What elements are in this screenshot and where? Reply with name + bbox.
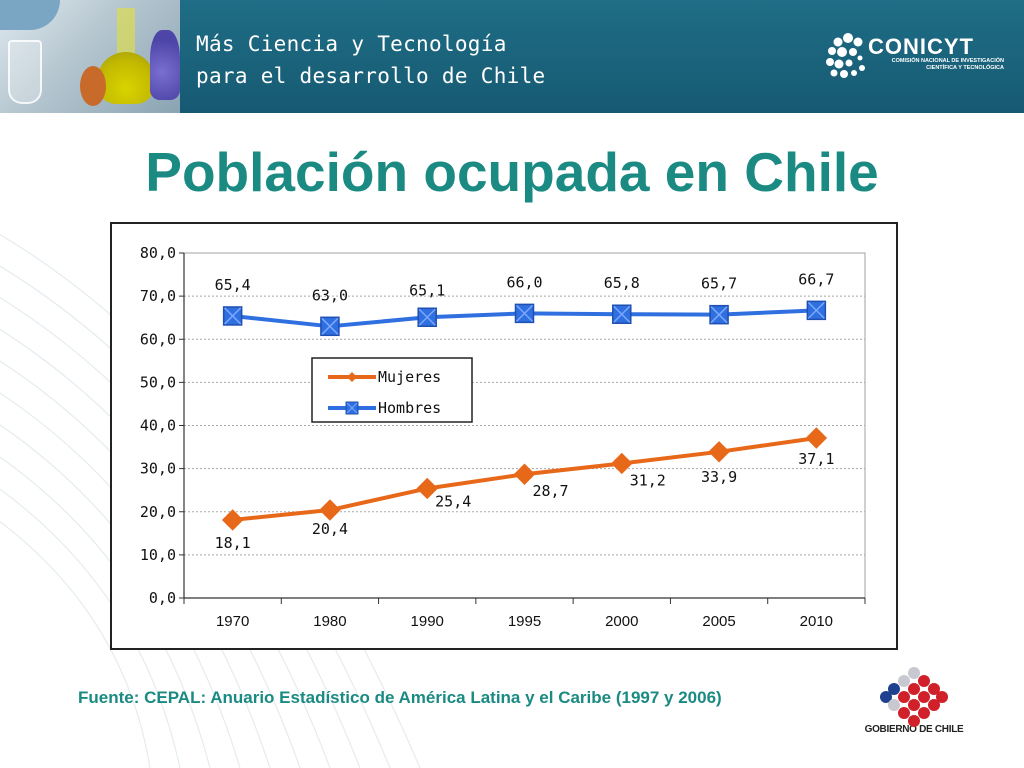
legend-marker — [347, 372, 357, 382]
data-label-mujeres: 20,4 — [312, 520, 348, 538]
point-mujeres — [221, 509, 244, 531]
gobierno-de-chile-logo — [880, 667, 948, 727]
y-tick-label: 50,0 — [140, 373, 176, 391]
conicyt-subtitle-line-2: CIENTÍFICA Y TECNOLÓGICA — [926, 65, 1004, 71]
conicyt-name: CONICYT — [868, 34, 974, 59]
point-mujeres — [805, 427, 828, 449]
conicyt-subtitle-line-1: COMISIÓN NACIONAL DE INVESTIGACIÓN — [891, 58, 1004, 64]
chart-container: 0,0 10,0 20,0 30,0 40,0 50,0 60,0 70,0 80,0 1970 1… — [110, 222, 898, 650]
data-label-hombres: 65,4 — [215, 276, 251, 294]
point-x-mark — [710, 306, 728, 324]
gobierno-de-chile-label: GOBIERNO DE CHILE — [864, 724, 964, 735]
conicyt-dots-icon — [826, 33, 865, 78]
y-tick-label: 0,0 — [149, 589, 176, 607]
legend-label-hombres: Hombres — [378, 399, 441, 417]
data-label-mujeres: 37,1 — [798, 450, 834, 468]
data-label-mujeres: 25,4 — [435, 492, 471, 510]
x-tick-label: 1990 — [411, 613, 444, 630]
point-mujeres — [416, 477, 438, 500]
point-x-mark — [515, 304, 534, 322]
y-tick-label: 30,0 — [140, 460, 176, 478]
data-label-hombres: 63,0 — [312, 286, 348, 304]
x-tick-label: 2000 — [605, 613, 638, 630]
point-x-mark — [321, 317, 339, 335]
page-title: Población ocupada en Chile — [145, 141, 879, 203]
banner-tagline: Más Ciencia y Tecnología para el desarro… — [196, 28, 545, 92]
y-tick-label: 70,0 — [140, 287, 176, 305]
point-mujeres — [513, 463, 536, 485]
data-label-mujeres: 31,2 — [630, 471, 666, 489]
legend-label-mujeres: Mujeres — [378, 368, 441, 386]
point-mujeres — [319, 499, 341, 521]
data-label-hombres: 65,1 — [409, 281, 445, 299]
y-tick-label: 80,0 — [140, 244, 176, 262]
conicyt-logo: CONICYT COMISIÓN NACIONAL DE INVESTIGACI… — [824, 30, 1004, 82]
x-tick-label: 2005 — [702, 613, 735, 630]
line-chart: 0,0 10,0 20,0 30,0 40,0 50,0 60,0 70,0 80,0 1970 1… — [140, 244, 866, 630]
point-mujeres — [708, 441, 730, 463]
data-label-hombres: 65,8 — [604, 274, 640, 292]
x-tick-label: 1995 — [508, 613, 541, 630]
y-tick-label: 40,0 — [140, 417, 176, 435]
conicyt-subtitle: COMISIÓN NACIONAL DE INVESTIGACIÓN CIENT… — [876, 58, 1004, 72]
legend-marker-x — [346, 402, 358, 414]
y-tick-label: 10,0 — [140, 546, 176, 564]
point-x-mark — [613, 305, 631, 323]
point-x-mark — [224, 307, 242, 325]
point-mujeres — [611, 452, 633, 475]
source-note: Fuente: CEPAL: Anuario Estadístico de Am… — [78, 688, 722, 707]
data-label-hombres: 65,7 — [701, 275, 737, 293]
header-banner: Más Ciencia y Tecnología para el desarro… — [0, 0, 1024, 113]
data-label-mujeres: 18,1 — [215, 534, 251, 552]
y-tick-label: 60,0 — [140, 330, 176, 348]
x-tick-label: 1970 — [216, 613, 249, 630]
y-tick-label: 20,0 — [140, 503, 176, 521]
tagline-line-1: Más Ciencia y Tecnología — [196, 32, 507, 56]
data-label-hombres: 66,0 — [506, 273, 542, 291]
point-x-mark — [807, 301, 825, 319]
x-tick-label: 2010 — [800, 613, 833, 630]
x-tick-label: 1980 — [313, 613, 346, 630]
lab-photo — [0, 0, 180, 113]
data-label-mujeres: 28,7 — [532, 482, 568, 500]
legend-box — [311, 357, 473, 423]
data-label-mujeres: 33,9 — [701, 468, 737, 486]
data-label-hombres: 66,7 — [798, 270, 834, 288]
point-x-mark — [418, 308, 436, 326]
tagline-line-2: para el desarrollo de Chile — [196, 64, 546, 88]
